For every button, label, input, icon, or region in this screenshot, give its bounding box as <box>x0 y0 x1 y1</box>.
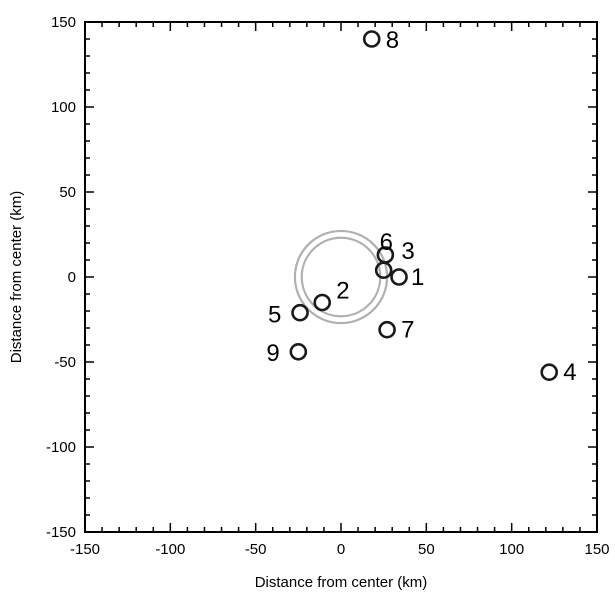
data-point <box>374 261 393 280</box>
x-tick-label: 150 <box>584 541 609 558</box>
y-tick-label: -100 <box>46 439 76 456</box>
data-point <box>540 363 559 382</box>
point-label: 2 <box>336 278 349 305</box>
data-point <box>289 342 308 361</box>
x-tick-label: 100 <box>499 541 524 558</box>
x-tick-label: -50 <box>245 541 267 558</box>
tick-labels: -150 -100 -50 0 50 100 150 -150 -100 -50 0 50 100 150 <box>46 14 610 558</box>
point-label: 8 <box>386 27 399 54</box>
data-point <box>291 303 309 322</box>
ticks <box>84 21 598 533</box>
y-tick-label: -150 <box>46 524 76 541</box>
point-label: 5 <box>268 302 281 329</box>
y-tick-label: 0 <box>68 269 76 286</box>
x-tick-label: 0 <box>337 541 345 558</box>
y-tick-label: 100 <box>51 99 76 116</box>
point-label: 1 <box>411 264 424 291</box>
point-label: 6 <box>380 229 393 256</box>
point-label: 7 <box>401 317 414 344</box>
point-label: 4 <box>563 359 576 386</box>
y-tick-label: 150 <box>51 14 76 31</box>
data-point <box>362 30 381 48</box>
point-label: 3 <box>401 238 414 265</box>
point-label: 9 <box>266 340 279 367</box>
data-point <box>378 320 396 339</box>
x-axis-title: Distance from center (km) <box>255 574 428 591</box>
y-tick-label: 50 <box>59 184 76 201</box>
x-tick-label: -150 <box>70 541 100 558</box>
x-tick-label: -100 <box>155 541 185 558</box>
y-tick-label: -50 <box>54 354 76 371</box>
x-tick-label: 50 <box>418 541 435 558</box>
data-points: 1 2 3 4 5 6 7 8 9 <box>266 27 576 386</box>
y-axis-title: Distance from center (km) <box>8 191 25 364</box>
data-point <box>313 293 332 312</box>
data-point <box>390 268 408 286</box>
